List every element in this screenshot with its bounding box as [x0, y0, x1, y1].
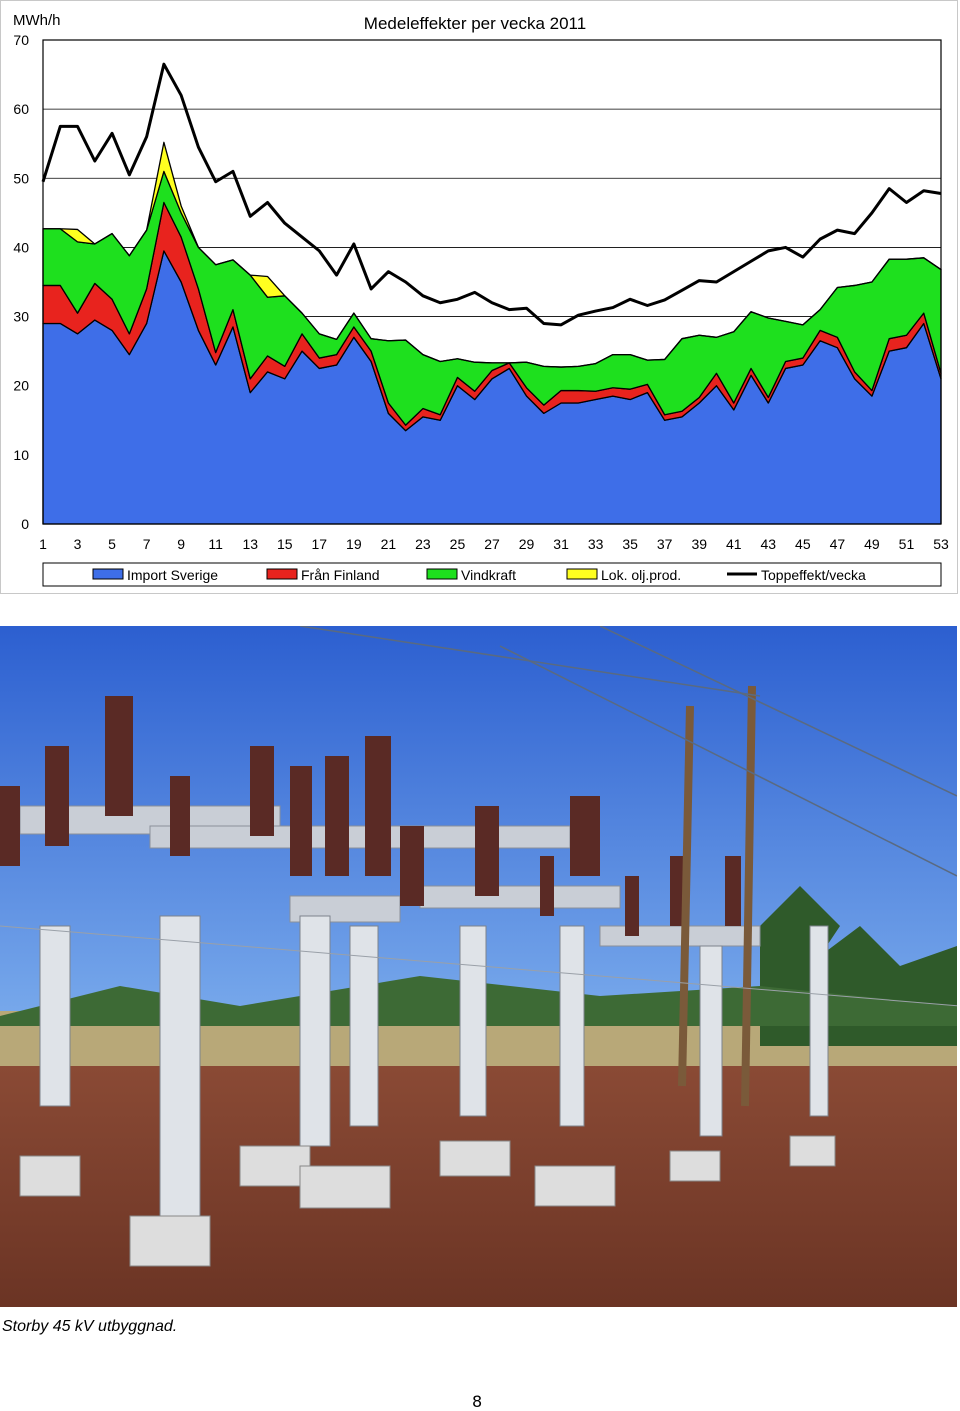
x-tick-label: 43 — [761, 536, 777, 552]
chart-frame: MWh/h Medeleffekter per vecka 2011 0 10 20… — [0, 0, 958, 594]
chart: MWh/h Medeleffekter per vecka 2011 0 10 20… — [13, 12, 949, 587]
x-tick-label: 19 — [346, 536, 362, 552]
x-tick-label: 7 — [143, 536, 151, 552]
x-tick-label: 51 — [899, 536, 915, 552]
plot-border — [42, 39, 942, 525]
y-tick-label: 0 — [21, 516, 29, 532]
y-tick-label: 50 — [13, 170, 29, 186]
y-tick-label: 60 — [13, 101, 29, 117]
x-tick-label: 37 — [657, 536, 673, 552]
x-tick-label: 3 — [74, 536, 82, 552]
y-tick-label: 10 — [13, 447, 29, 463]
x-tick-label: 9 — [177, 536, 185, 552]
x-tick-label: 49 — [864, 536, 880, 552]
legend-swatch — [426, 568, 458, 580]
legend-label: Toppeffekt/vecka — [761, 567, 866, 583]
page-number: 8 — [472, 1392, 483, 1411]
series-line-topp — [41, 62, 942, 327]
x-tick-label: 47 — [830, 536, 846, 552]
x-tick-label: 23 — [415, 536, 431, 552]
substation-photo — [0, 626, 957, 1307]
y-tick-label: 20 — [13, 378, 29, 394]
unit-label: MWh/h — [13, 12, 61, 29]
x-tick-label: 33 — [588, 536, 604, 552]
x-tick-label: 31 — [553, 536, 569, 552]
x-tick-label: 45 — [795, 536, 811, 552]
chart-title: Medeleffekter per vecka 2011 — [364, 14, 586, 33]
x-tick-label: 13 — [242, 536, 258, 552]
x-tick-label: 41 — [726, 536, 742, 552]
x-tick-label: 35 — [622, 536, 638, 552]
x-tick-label: 25 — [450, 536, 466, 552]
x-tick-label: 17 — [312, 536, 328, 552]
legend-label: Lok. olj.prod. — [601, 567, 681, 583]
y-tick-label: 30 — [13, 309, 29, 325]
x-tick-label: 53 — [933, 536, 949, 552]
y-tick-label: 40 — [13, 239, 29, 255]
x-tick-label: 15 — [277, 536, 293, 552]
x-tick-label: 5 — [108, 536, 116, 552]
x-tick-label: 11 — [208, 536, 223, 552]
legend-label: Vindkraft — [461, 567, 516, 583]
legend-swatch — [92, 568, 124, 580]
legend-label: Från Finland — [301, 567, 380, 583]
x-tick-label: 39 — [691, 536, 707, 552]
x-tick-label: 1 — [39, 536, 47, 552]
x-tick-label: 29 — [519, 536, 535, 552]
legend-swatch — [566, 568, 598, 580]
legend-swatch — [266, 568, 298, 580]
y-tick-label: 70 — [13, 32, 29, 48]
legend-label: Import Sverige — [127, 567, 218, 583]
photo-caption: Storby 45 kV utbyggnad. — [2, 1318, 178, 1335]
x-tick-label: 27 — [484, 536, 500, 552]
x-tick-label: 21 — [381, 536, 397, 552]
